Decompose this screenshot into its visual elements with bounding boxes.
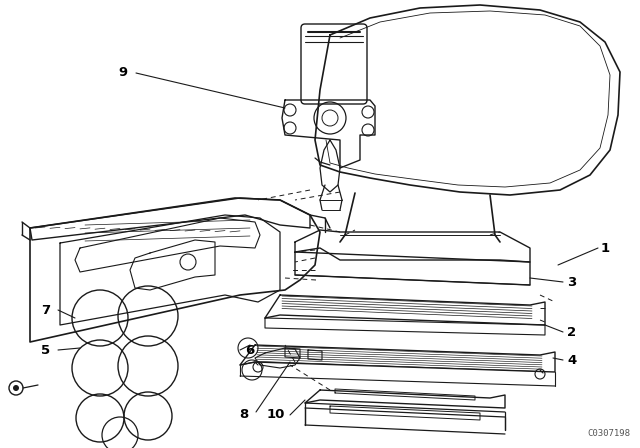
Text: 6: 6 [245, 344, 255, 357]
Text: 3: 3 [568, 276, 577, 289]
Text: 8: 8 [239, 409, 248, 422]
Text: 9: 9 [118, 66, 127, 79]
Text: 7: 7 [42, 303, 51, 316]
Text: 2: 2 [568, 326, 577, 339]
Text: 1: 1 [600, 241, 609, 254]
Text: 10: 10 [267, 409, 285, 422]
Text: 4: 4 [568, 353, 577, 366]
Text: C0307198: C0307198 [587, 429, 630, 438]
Text: 5: 5 [42, 344, 51, 357]
Circle shape [13, 385, 19, 391]
